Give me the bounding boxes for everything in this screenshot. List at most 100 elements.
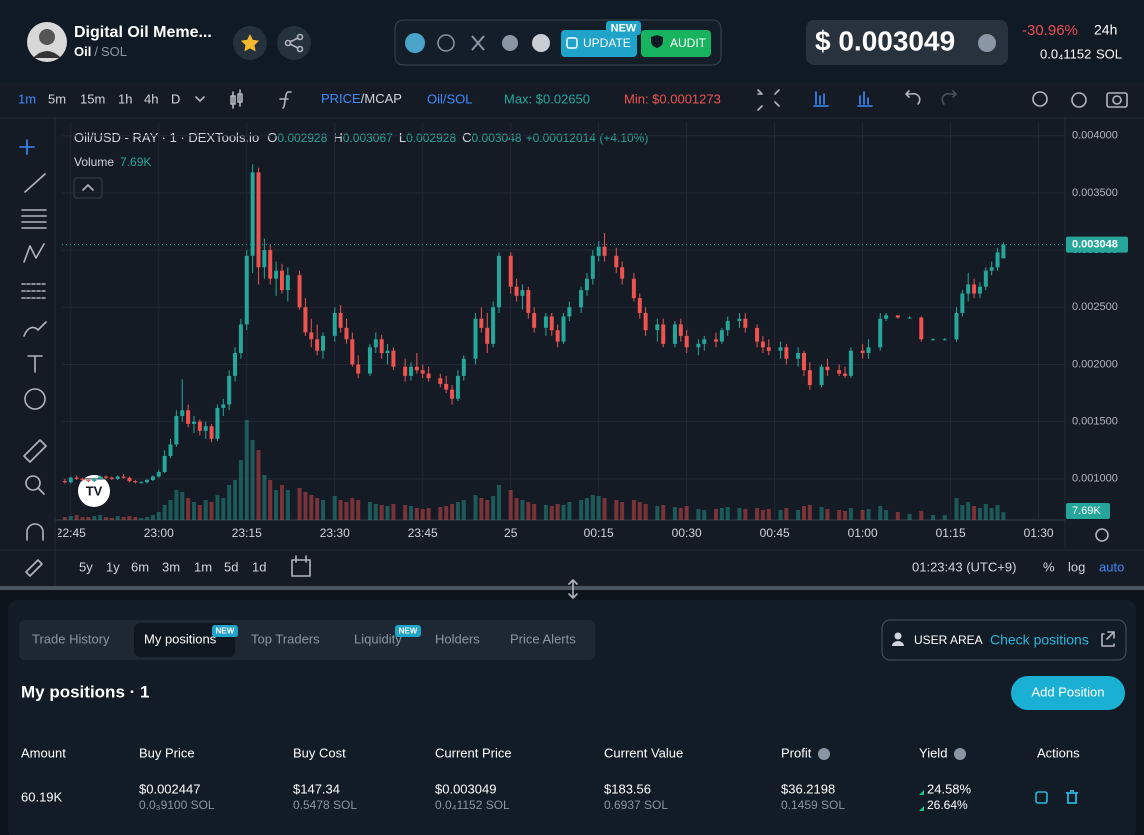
token-pair: Oil / SOL: [74, 44, 127, 59]
interval-button[interactable]: 15m: [80, 91, 105, 106]
price-toggle[interactable]: PRICE: [321, 91, 361, 106]
volume-bar: [268, 480, 273, 520]
interval-button[interactable]: 1h: [118, 91, 132, 106]
clock: 01:23:43 (UTC+9): [912, 559, 1016, 574]
undo-icon[interactable]: [905, 90, 921, 105]
interval-dropdown[interactable]: [195, 96, 205, 102]
mcap-toggle[interactable]: MCAP: [364, 91, 402, 106]
indicators-icon[interactable]: [279, 91, 292, 109]
magnet-tool[interactable]: [26, 523, 44, 541]
volume-bar: [156, 512, 161, 520]
edit-position[interactable]: [1035, 791, 1048, 804]
pair-toggle[interactable]: Oil/SOL: [427, 91, 473, 106]
volume-bar: [80, 517, 85, 520]
volume-bar: [203, 500, 208, 520]
auto-toggle[interactable]: auto: [1099, 559, 1124, 574]
delete-position[interactable]: [1066, 790, 1078, 804]
text-tool[interactable]: [27, 355, 43, 373]
redo-icon[interactable]: [941, 90, 957, 105]
volume-bar: [356, 500, 361, 520]
tab[interactable]: My positions: [144, 631, 217, 646]
interval-button[interactable]: 1m: [18, 91, 36, 106]
range-button[interactable]: 6m: [131, 559, 149, 574]
header-info-icon: [818, 748, 830, 760]
search-icon[interactable]: [1032, 91, 1048, 107]
pattern-tool[interactable]: [23, 243, 45, 263]
projection-tool[interactable]: [21, 283, 47, 299]
user-area-box[interactable]: [881, 619, 1127, 661]
candle-body: [250, 172, 255, 256]
volume-bar: [244, 420, 249, 520]
share-button[interactable]: [277, 26, 311, 60]
price-native: 0.0₄1152: [1040, 46, 1091, 61]
interval-button[interactable]: 5m: [48, 91, 66, 106]
volume-bar: [262, 475, 267, 520]
collapse-button[interactable]: [73, 177, 103, 199]
user-icon: [894, 632, 902, 640]
candle-body: [156, 471, 161, 477]
candle-body: [98, 476, 103, 479]
range-button[interactable]: 1d: [252, 559, 266, 574]
ohlc-key: H: [333, 130, 342, 145]
telegram-icon[interactable]: [502, 35, 518, 51]
more-icon[interactable]: [532, 34, 550, 52]
fib-tool[interactable]: [21, 209, 47, 229]
date-range-icon[interactable]: [291, 555, 311, 577]
fullscreen-icon[interactable]: [757, 89, 780, 111]
range-button[interactable]: 5y: [79, 559, 93, 574]
tab[interactable]: Trade History: [32, 631, 110, 646]
chart-tool-2[interactable]: [857, 91, 873, 107]
chart-tool-1[interactable]: [813, 91, 829, 107]
brush-tool[interactable]: [23, 321, 47, 337]
tab[interactable]: Liquidity: [354, 631, 402, 646]
add-position-button[interactable]: [1011, 676, 1125, 710]
tab[interactable]: Top Traders: [251, 631, 320, 646]
update-button[interactable]: [561, 30, 637, 57]
log-toggle[interactable]: log: [1068, 559, 1085, 574]
candle-body: [977, 286, 982, 294]
emoji-tool[interactable]: [24, 388, 46, 410]
cell-sub: 0.5478 SOL: [293, 798, 357, 812]
volume-bar: [1001, 512, 1006, 520]
candle-body: [778, 347, 783, 351]
range-button[interactable]: 1m: [194, 559, 212, 574]
tab[interactable]: Holders: [435, 631, 480, 646]
website-icon[interactable]: [437, 34, 455, 52]
trendline-tool[interactable]: [24, 173, 46, 193]
lock-tool[interactable]: [25, 559, 43, 577]
candle-body: [878, 318, 883, 348]
volume-bar: [186, 498, 191, 520]
candle-type-icon[interactable]: [230, 89, 243, 109]
volume-bar: [309, 495, 314, 520]
axis-settings[interactable]: [1095, 528, 1109, 542]
volume-tag: [1066, 503, 1110, 519]
resize-handle[interactable]: [568, 579, 578, 599]
tab[interactable]: Price Alerts: [510, 631, 576, 646]
range-button[interactable]: 3m: [162, 559, 180, 574]
zoom-tool[interactable]: [25, 475, 41, 491]
check-positions-link[interactable]: Check positions: [990, 632, 1089, 648]
price-mcap-toggle[interactable]: PRICE/MCAP: [321, 91, 402, 106]
settings-icon[interactable]: [1071, 92, 1087, 108]
candle-body: [520, 290, 525, 296]
ruler-tool[interactable]: [23, 439, 47, 463]
crosshair-tool[interactable]: [19, 139, 35, 155]
camera-icon[interactable]: [1106, 92, 1128, 108]
x-icon[interactable]: [471, 35, 485, 51]
yield-arrow: [919, 790, 924, 795]
volume-bar: [796, 510, 801, 520]
range-button[interactable]: 1y: [106, 559, 120, 574]
candle-body: [884, 315, 889, 319]
percent-toggle[interactable]: %: [1043, 559, 1055, 574]
range-button[interactable]: 5d: [224, 559, 238, 574]
volume-bar: [303, 492, 308, 520]
resize-divider[interactable]: [0, 586, 1144, 590]
y-tick-label: 0.002000: [1072, 358, 1118, 370]
tab-badge: [395, 625, 421, 637]
cell-main: $36.2198: [781, 781, 835, 796]
interval-button[interactable]: 4h: [144, 91, 158, 106]
dex-icon[interactable]: [405, 33, 425, 53]
interval-button[interactable]: D: [171, 91, 180, 106]
volume-bar: [807, 505, 812, 520]
price-info-icon[interactable]: [978, 34, 996, 52]
